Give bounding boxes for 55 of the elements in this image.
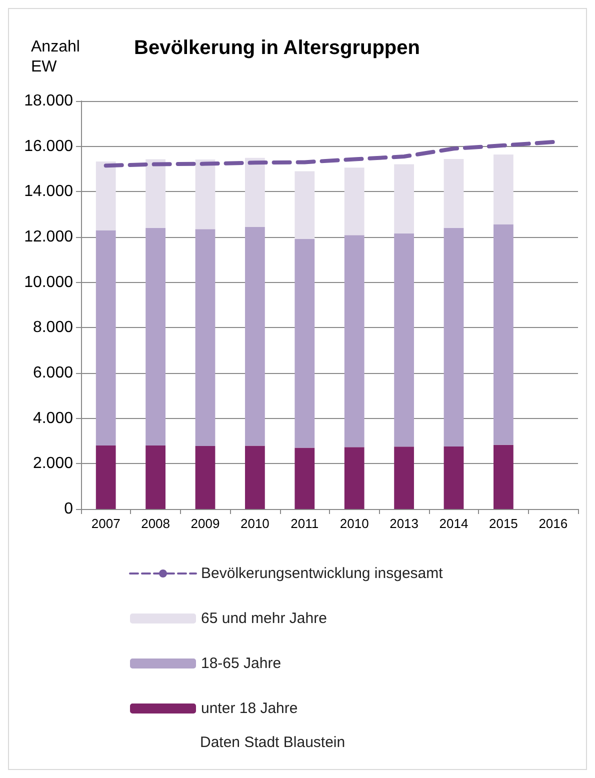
y-tick-label: 8.000 xyxy=(32,319,74,336)
bar xyxy=(96,162,116,230)
x-tick-label: 2011 xyxy=(290,516,319,531)
bar xyxy=(344,168,364,236)
x-tick-label: 2016 xyxy=(538,516,568,531)
bar xyxy=(146,228,166,446)
bar xyxy=(494,444,514,509)
y-tick-label: 2.000 xyxy=(32,455,74,472)
bar xyxy=(344,447,364,509)
x-tick-label: 2010 xyxy=(240,516,270,531)
x-tick-label: 2014 xyxy=(439,516,468,531)
x-tick-label: 2015 xyxy=(488,516,518,531)
y-tick-label: 6.000 xyxy=(32,364,74,382)
bar xyxy=(96,230,116,446)
y-tick-label: 0 xyxy=(64,500,74,518)
bar xyxy=(294,171,315,240)
line-series xyxy=(104,140,556,168)
bar xyxy=(245,158,265,228)
y-tick-label: 16.000 xyxy=(24,138,74,155)
bar xyxy=(294,448,315,509)
bar xyxy=(394,233,414,447)
bar xyxy=(444,446,464,509)
legend-label: 65 und mehr Jahre xyxy=(201,610,327,627)
bar xyxy=(394,164,414,234)
bar xyxy=(394,446,414,509)
bar xyxy=(245,227,265,446)
y-tick-label: 14.000 xyxy=(24,183,74,200)
legend-label: unter 18 Jahre xyxy=(201,700,298,717)
bar xyxy=(146,446,166,509)
legend-label: Bevölkerungsentwicklung insgesamt xyxy=(201,565,444,582)
bar xyxy=(494,224,514,445)
bar xyxy=(344,235,364,448)
y-tick-label: 10.000 xyxy=(24,274,74,291)
bar xyxy=(195,229,216,446)
y-tick-label: 4.000 xyxy=(32,410,74,427)
x-tick-label: 2008 xyxy=(141,516,170,531)
x-tick-label: 2010 xyxy=(340,516,369,531)
x-tick-label: 2013 xyxy=(390,516,419,531)
bar xyxy=(195,446,216,509)
y-tick-label: 12.000 xyxy=(24,228,74,246)
bar xyxy=(195,159,216,230)
x-tick-label: 2007 xyxy=(91,516,120,531)
text: Daten Stadt Blaustein xyxy=(200,734,346,751)
bar xyxy=(444,228,464,446)
x-tick-label: 2009 xyxy=(190,516,220,531)
y-tick-label: 18.000 xyxy=(24,92,74,110)
bar xyxy=(444,159,464,228)
bar xyxy=(494,154,514,224)
legend-label: 18-65 Jahre xyxy=(201,655,282,672)
bar xyxy=(96,446,116,509)
chart-title: Bevölkerung in Altersgruppen xyxy=(134,37,420,59)
y-axis-title: Anzahl EW xyxy=(31,38,80,76)
bar xyxy=(245,446,265,509)
bar xyxy=(146,159,166,228)
bar xyxy=(294,239,315,448)
